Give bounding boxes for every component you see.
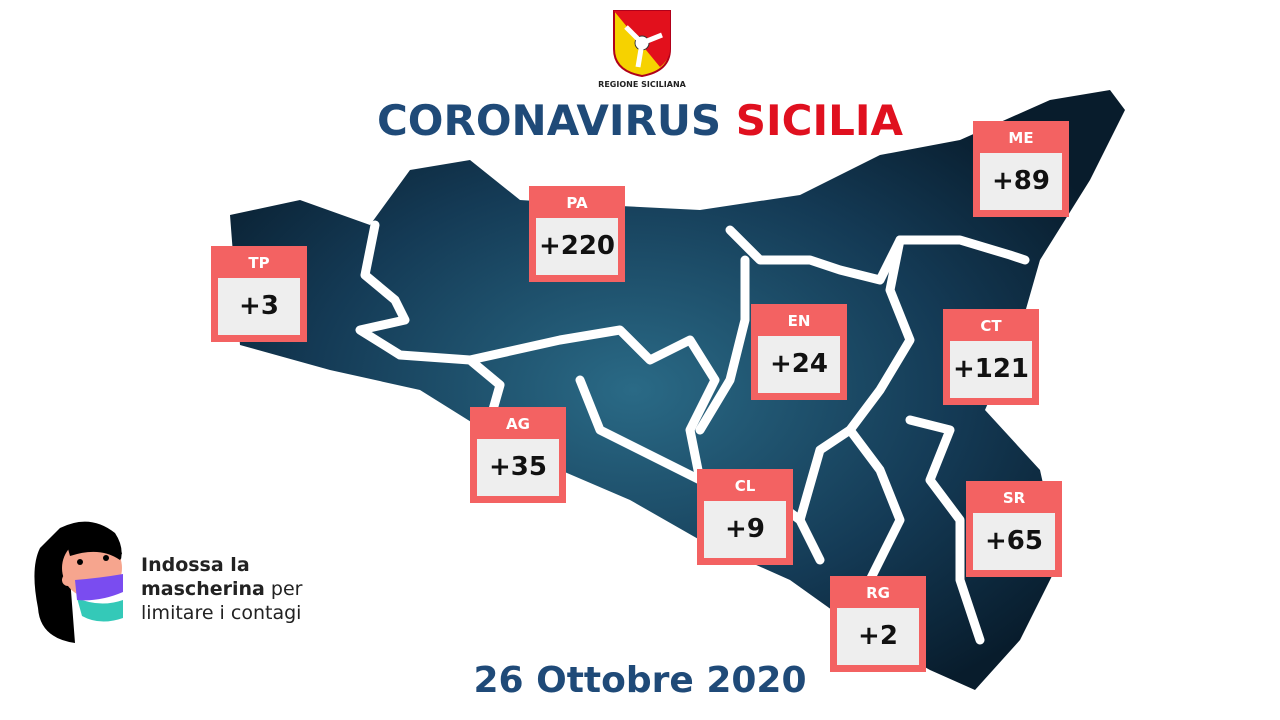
province-box-ct: CT +121 [943, 309, 1039, 405]
msg-bold1: Indossa la [141, 554, 250, 576]
province-code: ME [1008, 129, 1034, 147]
province-box-sr: SR +65 [966, 481, 1062, 577]
province-value: +121 [950, 341, 1032, 398]
province-box-me: ME +89 [973, 121, 1069, 217]
province-code: CT [980, 317, 1002, 335]
page-title: CORONAVIRUS SICILIA [0, 96, 1280, 145]
msg-bold2: mascherina [141, 578, 265, 600]
province-value: +89 [980, 153, 1062, 210]
province-value: +65 [973, 513, 1055, 570]
province-box-pa: PA +220 [529, 186, 625, 282]
logo-text: REGIONE SICILIANA [598, 80, 686, 89]
province-borders [355, 220, 1030, 645]
regione-siciliana-logo [612, 9, 672, 81]
msg-normal2: limitare i contagi [141, 602, 302, 624]
province-value: +24 [758, 336, 840, 393]
province-code: EN [787, 312, 811, 330]
province-box-rg: RG +2 [830, 576, 926, 672]
province-box-tp: TP +3 [211, 246, 307, 342]
province-box-ag: AG +35 [470, 407, 566, 503]
trinacria-shield-icon [613, 10, 671, 78]
province-box-en: EN +24 [751, 304, 847, 400]
province-value: +9 [704, 501, 786, 558]
msg-normal1: per [264, 578, 303, 600]
province-value: +220 [536, 218, 618, 275]
province-value: +2 [837, 608, 919, 665]
province-code: CL [734, 477, 756, 495]
province-box-cl: CL +9 [697, 469, 793, 565]
province-code: TP [248, 254, 270, 272]
province-code: SR [1002, 489, 1026, 507]
province-code: PA [566, 194, 588, 212]
masked-girl-icon [34, 521, 123, 643]
province-value: +3 [218, 278, 300, 335]
province-code: AG [506, 415, 530, 433]
title-sicilia: SICILIA [735, 96, 904, 145]
mask-message: Indossa la mascherina per limitare i con… [141, 553, 302, 625]
title-coronavirus: CORONAVIRUS [376, 96, 722, 145]
date-label: 26 Ottobre 2020 [473, 660, 807, 701]
province-code: RG [866, 584, 890, 602]
province-value: +35 [477, 439, 559, 496]
